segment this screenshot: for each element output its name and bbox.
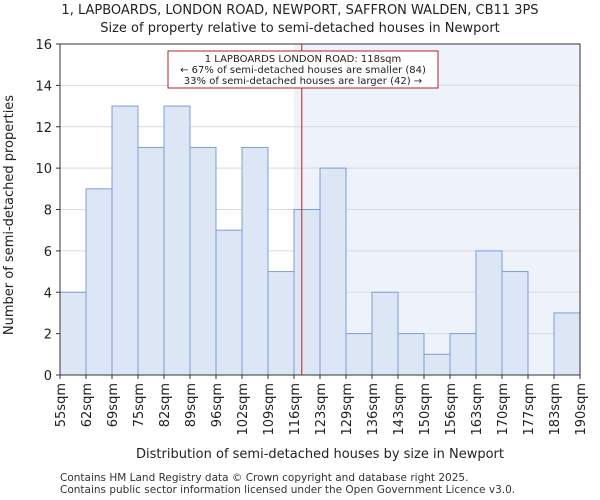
histogram-bar <box>59 291 87 376</box>
annotation-line1: 1 LAPBOARDS LONDON ROAD: 118sqm <box>205 54 402 65</box>
histogram-bar <box>85 188 113 376</box>
y-tick-label: 10 <box>35 162 52 177</box>
bar-layer <box>59 105 581 376</box>
x-tick-label: 116sqm <box>288 383 303 436</box>
histogram-bar <box>189 146 217 376</box>
chart-title-line1: 1, LAPBOARDS, LONDON ROAD, NEWPORT, SAFF… <box>61 3 538 18</box>
histogram-bar <box>293 209 321 376</box>
x-tick-label: 69sqm <box>106 383 121 427</box>
histogram-bar <box>553 312 581 376</box>
annotation-box: 1 LAPBOARDS LONDON ROAD: 118sqm ← 67% of… <box>167 50 439 89</box>
x-tick-label: 156sqm <box>444 383 459 436</box>
y-axis-label: Number of semi-detached properties <box>2 95 17 335</box>
histogram-bar <box>475 250 503 376</box>
histogram-bar <box>345 333 373 376</box>
x-tick-label: 123sqm <box>314 383 329 436</box>
annotation-frame <box>167 50 439 89</box>
x-tick-label: 96sqm <box>210 383 225 427</box>
chart-title-line2: Size of property relative to semi-detach… <box>100 21 500 36</box>
footer-line2: Contains public sector information licen… <box>60 484 516 496</box>
y-tick-label: 0 <box>44 369 52 384</box>
histogram-bar <box>215 229 243 376</box>
histogram-bar <box>371 291 399 376</box>
x-tick-label: 55sqm <box>54 383 69 427</box>
histogram-bar <box>449 333 477 376</box>
x-tick-label: 109sqm <box>262 383 277 436</box>
y-ticks: 0 2 4 6 8 10 12 14 16 <box>35 38 60 384</box>
histogram-bar <box>267 271 295 376</box>
footer-line1: Contains HM Land Registry data © Crown c… <box>60 472 469 484</box>
x-axis-label: Distribution of semi-detached houses by … <box>136 447 504 462</box>
annotation-line3: 33% of semi-detached houses are larger (… <box>184 76 422 87</box>
histogram-bar <box>111 105 139 376</box>
x-ticks: 55sqm 62sqm 69sqm 75sqm 82sqm 89sqm 96sqm 102sq… <box>54 375 589 436</box>
y-tick-label: 16 <box>35 38 52 53</box>
x-tick-label: 129sqm <box>340 383 355 436</box>
y-tick-label: 2 <box>44 328 52 343</box>
annotation-line2: ← 67% of semi-detached houses are smalle… <box>180 65 426 76</box>
x-tick-label: 62sqm <box>80 383 95 427</box>
y-tick-label: 12 <box>35 121 52 136</box>
x-tick-label: 150sqm <box>418 383 433 436</box>
x-tick-label: 170sqm <box>496 383 511 436</box>
histogram-bar <box>423 353 451 376</box>
histogram-bar <box>163 105 191 376</box>
histogram-bar <box>319 167 347 376</box>
x-tick-label: 143sqm <box>392 383 407 436</box>
histogram-bar <box>397 333 425 376</box>
x-tick-label: 82sqm <box>158 383 173 427</box>
y-tick-label: 14 <box>35 79 52 94</box>
x-tick-label: 102sqm <box>236 383 251 436</box>
y-tick-label: 8 <box>44 204 52 219</box>
y-tick-label: 4 <box>44 286 52 301</box>
x-tick-label: 177sqm <box>522 383 537 436</box>
x-tick-label: 75sqm <box>132 383 147 427</box>
x-tick-label: 163sqm <box>470 383 485 436</box>
x-tick-label: 190sqm <box>574 383 589 436</box>
histogram-bar <box>137 146 165 376</box>
histogram-bar <box>241 146 269 376</box>
x-tick-label: 136sqm <box>366 383 381 436</box>
x-tick-label: 183sqm <box>548 383 563 436</box>
histogram-bar <box>501 271 529 376</box>
x-tick-label: 89sqm <box>184 383 199 427</box>
y-tick-label: 6 <box>44 245 52 260</box>
